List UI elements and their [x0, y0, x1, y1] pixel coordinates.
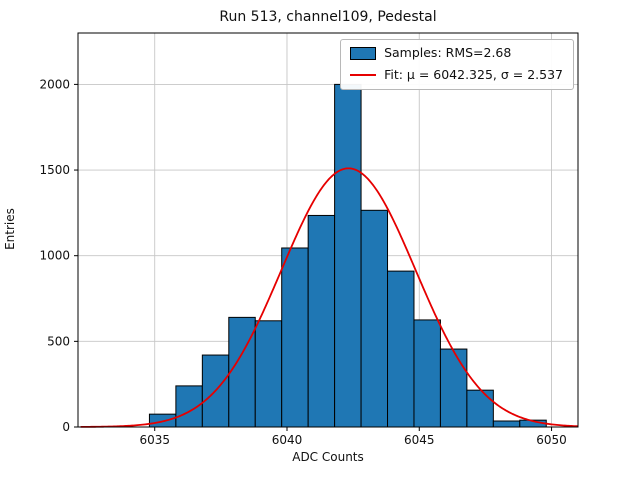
bar	[307, 214, 336, 428]
axis-ticks	[74, 83, 553, 431]
y-tick-label: 1000	[39, 249, 70, 263]
y-tick-label: 1500	[39, 163, 70, 177]
bar	[360, 209, 389, 428]
axes-frame	[77, 32, 579, 428]
y-tick-label: 2000	[39, 77, 70, 91]
bar	[281, 247, 309, 428]
tick-labels: 6035 6040 6045 6050 0 500 1000 1500 2000	[39, 77, 566, 447]
bar	[413, 319, 441, 428]
bar	[466, 389, 494, 428]
y-tick-label: 500	[47, 334, 70, 348]
x-axis-label: ADC Counts	[292, 450, 364, 464]
x-tick-label: 6045	[404, 433, 435, 447]
x-tick-label: 6040	[272, 433, 303, 447]
bar	[334, 83, 362, 428]
legend: Samples: RMS=2.68 Fit: μ = 6042.325, σ =…	[340, 39, 574, 90]
legend-label-samples: Samples: RMS=2.68	[384, 45, 512, 61]
legend-item-fit: Fit: μ = 6042.325, σ = 2.537	[350, 67, 563, 82]
legend-label-fit: Fit: μ = 6042.325, σ = 2.537	[384, 67, 563, 82]
bar	[254, 320, 283, 428]
x-tick-label: 6035	[139, 433, 170, 447]
y-tick-label: 0	[62, 420, 70, 434]
fit-line-swatch-icon	[350, 74, 377, 77]
bar	[492, 420, 521, 428]
legend-item-samples: Samples: RMS=2.68	[350, 47, 563, 60]
bar	[228, 316, 256, 428]
histogram-swatch-icon	[350, 47, 377, 60]
chart-title: Run 513, channel109, Pedestal	[219, 9, 437, 25]
bar	[439, 348, 468, 428]
x-tick-label: 6050	[536, 433, 567, 447]
fit-curve	[80, 167, 579, 428]
bar	[387, 270, 415, 428]
